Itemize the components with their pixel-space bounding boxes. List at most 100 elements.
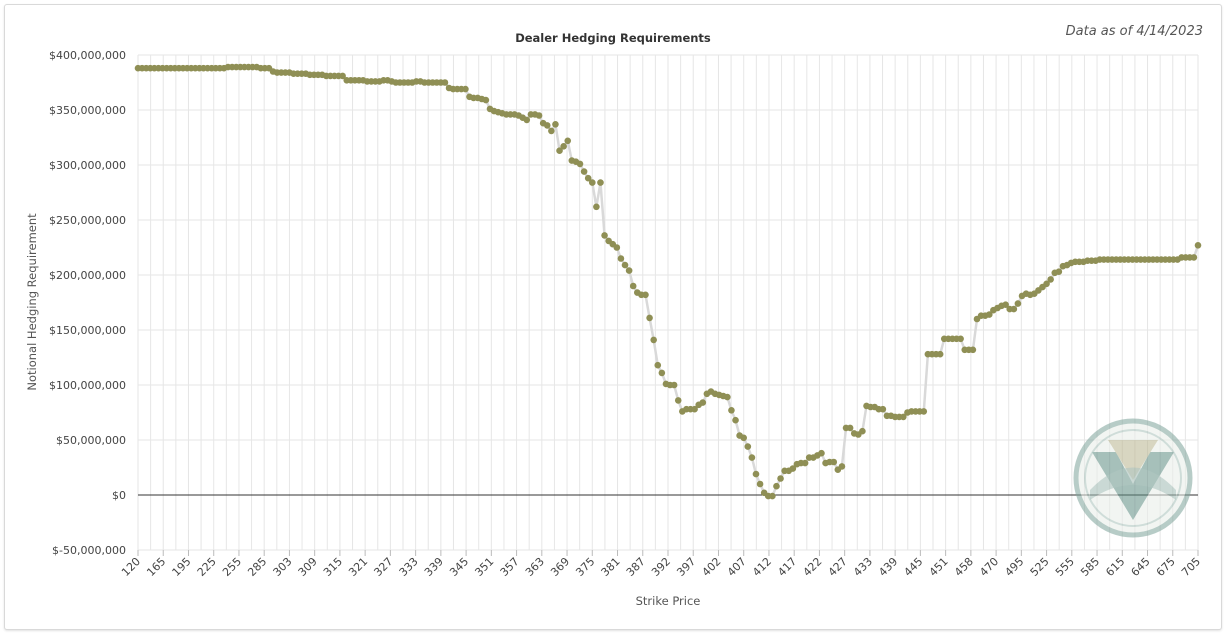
x-tick-label: 392	[649, 555, 673, 579]
data-point	[1002, 301, 1009, 309]
x-tick-label: 345	[447, 555, 471, 579]
x-tick-label: 375	[573, 555, 597, 579]
data-point	[1043, 280, 1050, 288]
data-point	[920, 408, 928, 415]
x-tick-label: 705	[1179, 555, 1203, 579]
data-point	[588, 179, 596, 186]
data-point	[441, 79, 449, 86]
data-point	[728, 407, 735, 414]
data-point	[552, 121, 559, 128]
data-point	[1194, 242, 1202, 249]
data-point	[1047, 276, 1054, 283]
x-tick-label: 445	[901, 555, 925, 579]
data-point	[580, 168, 588, 175]
data-point	[621, 261, 629, 269]
data-point	[462, 85, 469, 93]
x-tick-label: 422	[801, 555, 825, 579]
x-tick-label: 433	[851, 555, 875, 579]
data-point	[846, 424, 854, 432]
data-point	[724, 393, 731, 401]
x-tick-label: 315	[321, 555, 345, 579]
y-tick-label: $50,000,000	[56, 434, 126, 447]
x-tick-label: 427	[826, 555, 850, 579]
x-tick-label: 417	[775, 555, 799, 579]
data-point	[642, 291, 649, 299]
x-tick-label: 120	[119, 555, 143, 579]
data-point	[576, 160, 584, 168]
data-point	[789, 465, 797, 472]
y-tick-label: $400,000,000	[49, 49, 126, 62]
data-point	[830, 458, 838, 466]
y-tick-label: $0	[112, 489, 126, 502]
x-tick-label: 285	[245, 555, 269, 579]
data-point	[985, 311, 993, 318]
x-tick-label: 645	[1129, 555, 1153, 579]
data-point	[773, 482, 780, 490]
data-point	[482, 96, 490, 104]
y-tick-label: $-50,000,000	[52, 544, 126, 557]
x-tick-label: 195	[170, 555, 194, 579]
watermark-logo	[1073, 418, 1193, 538]
x-tick-label: 225	[195, 555, 219, 579]
data-point	[699, 399, 707, 406]
x-tick-label: 439	[876, 555, 900, 579]
data-point	[1190, 254, 1198, 261]
data-point	[748, 454, 756, 461]
data-point	[900, 413, 907, 421]
data-point	[674, 397, 682, 404]
x-tick-label: 458	[952, 555, 976, 579]
x-tick-label: 495	[1002, 555, 1026, 579]
data-point	[740, 434, 748, 442]
x-tick-label: 397	[674, 555, 698, 579]
x-tick-label: 351	[472, 555, 496, 579]
data-point	[859, 427, 866, 435]
data-point	[744, 443, 752, 450]
x-tick-label: 412	[750, 555, 774, 579]
data-point	[584, 174, 592, 182]
y-axis-ticks: $-50,000,000 $0 $50,000,000 $100,000,000 $15…	[49, 49, 126, 557]
data-point	[601, 232, 608, 239]
x-tick-label: 387	[624, 555, 648, 579]
x-tick-label: 451	[927, 555, 951, 579]
x-tick-label: 402	[700, 555, 724, 579]
data-point	[650, 336, 657, 344]
data-point	[691, 405, 698, 413]
y-tick-label: $100,000,000	[49, 379, 126, 392]
data-point	[936, 350, 944, 358]
chart-title: Dealer Hedging Requirements	[515, 31, 711, 45]
data-point	[879, 405, 887, 413]
x-tick-label: 407	[725, 555, 749, 579]
data-point	[838, 463, 846, 470]
y-tick-label: $150,000,000	[49, 324, 126, 337]
data-point	[1055, 268, 1063, 276]
data-point	[654, 361, 662, 369]
data-point	[617, 255, 625, 262]
data-point	[732, 416, 739, 424]
data-point	[543, 122, 551, 129]
data-point	[756, 480, 764, 488]
data-point	[548, 127, 555, 135]
x-tick-label: 585	[1078, 555, 1102, 579]
y-tick-label: $200,000,000	[49, 269, 126, 282]
data-point	[564, 137, 572, 145]
data-point	[1014, 300, 1022, 307]
x-axis-ticks: 120 165 195 225 255 285 303 309 315 321 327 333 339 3…	[119, 550, 1203, 579]
chart-card: Data as of 4/14/2023	[4, 4, 1222, 630]
x-tick-label: 675	[1154, 555, 1178, 579]
grid-lines	[137, 54, 1199, 551]
data-point	[670, 381, 678, 389]
x-tick-label: 381	[599, 555, 623, 579]
x-tick-label: 615	[1103, 555, 1127, 579]
x-tick-label: 303	[271, 555, 295, 579]
data-point	[593, 203, 600, 211]
y-tick-label: $250,000,000	[49, 214, 126, 227]
data-point	[560, 143, 567, 150]
data-point	[625, 267, 633, 274]
x-axis-title: Strike Price	[636, 594, 701, 608]
data-point	[969, 346, 977, 354]
data-point	[658, 369, 666, 377]
data-point	[777, 475, 784, 482]
x-tick-label: 363	[523, 555, 547, 579]
data-point	[556, 147, 563, 154]
